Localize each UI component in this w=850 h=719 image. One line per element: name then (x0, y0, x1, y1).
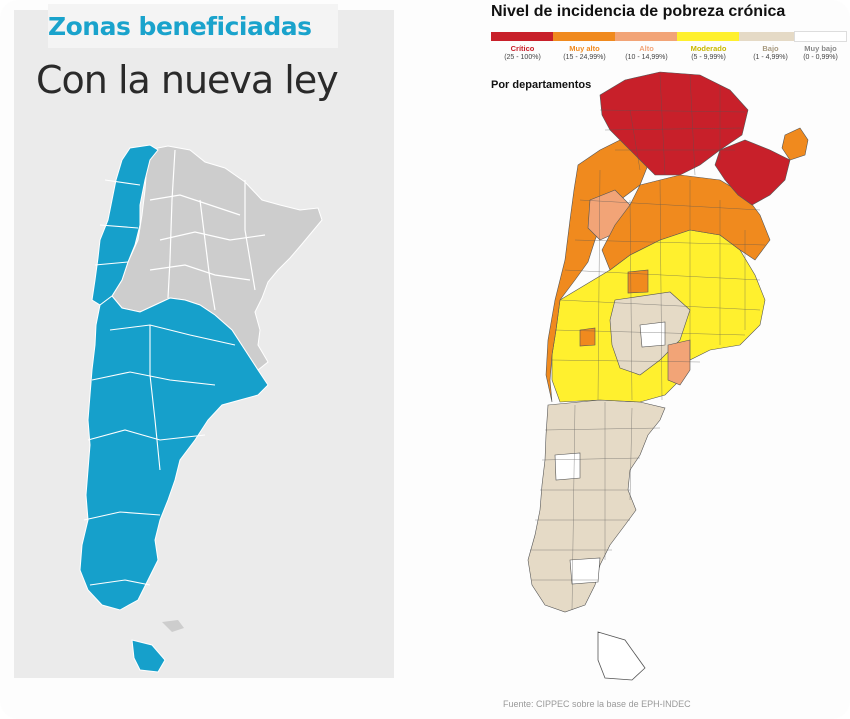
legend-item-muy-bajo: Muy bajo (0 - 0,99%) (794, 31, 847, 61)
legend-label: Muy alto (569, 44, 600, 53)
region-critico-north (599, 71, 749, 176)
region-muy-bajo-patch (569, 557, 601, 585)
legend-item-bajo: Bajo (1 - 4,99%) (739, 32, 802, 61)
legend-label: Alto (639, 44, 654, 53)
legend-item-alto: Alto (10 - 14,99%) (615, 32, 678, 61)
legend-swatch (794, 31, 847, 42)
benefited-borders (83, 179, 236, 586)
legend-range: (15 - 24,99%) (563, 54, 606, 61)
left-map-subtitle: Con la nueva ley (36, 58, 339, 102)
legend-item-muy-alto: Muy alto (15 - 24,99%) (553, 32, 616, 61)
legend-swatch (491, 32, 554, 41)
legend-item-moderado: Moderado (5 - 9,99%) (677, 32, 740, 61)
legend-swatch (615, 32, 678, 41)
right-map-title: Nivel de incidencia de pobreza crónica (491, 3, 786, 20)
non-benefited-borders (149, 149, 266, 311)
legend-swatch (553, 32, 616, 41)
by-department-label: Por departamentos (491, 79, 592, 91)
legend-label: Muy bajo (804, 44, 837, 53)
source-note: Fuente: CIPPEC sobre la base de EPH-INDE… (503, 699, 691, 709)
region-muy-alto-patch (627, 269, 649, 294)
region-muy-bajo-center (639, 321, 666, 348)
legend-range: (5 - 9,99%) (691, 54, 726, 61)
region-tierra-del-fuego (597, 631, 646, 681)
legend-swatch (739, 32, 802, 41)
legend-range: (1 - 4,99%) (753, 54, 788, 61)
poverty-legend: Crítico (25 - 100%) Muy alto (15 - 24,99… (491, 31, 847, 68)
benefited-south-region (79, 295, 269, 611)
region-muy-bajo-patch-2 (554, 452, 581, 481)
legend-item-critico: Crítico (25 - 100%) (491, 32, 554, 61)
legend-label: Moderado (690, 44, 727, 53)
department-borders (530, 74, 766, 611)
legend-label: Bajo (762, 44, 779, 53)
region-critico-northeast (714, 139, 791, 206)
left-title-background (48, 4, 338, 48)
legend-swatch (677, 32, 740, 41)
legend-range: (0 - 0,99%) (803, 54, 838, 61)
region-alto-east (667, 339, 691, 386)
legend-range: (10 - 14,99%) (625, 54, 668, 61)
region-bajo-south (527, 399, 666, 613)
region-muy-alto-misiones (781, 127, 809, 161)
legend-range: (25 - 100%) (504, 54, 541, 61)
benefited-tierra-del-fuego (131, 639, 166, 673)
left-map-title: Zonas beneficiadas (48, 12, 312, 41)
islands (162, 620, 184, 632)
region-muy-alto-patch-2 (579, 327, 596, 347)
legend-label: Crítico (510, 44, 535, 53)
